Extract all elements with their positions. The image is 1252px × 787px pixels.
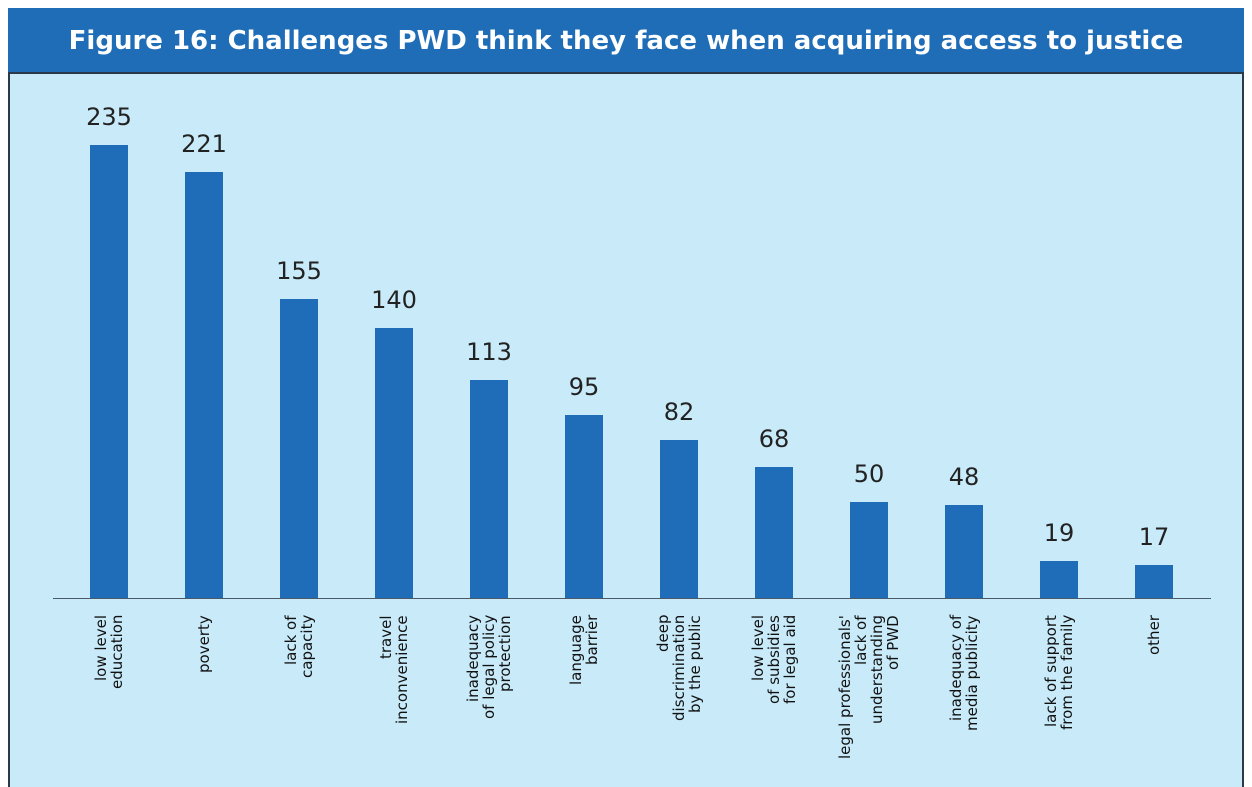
bar bbox=[945, 505, 983, 598]
x-tick-label: inadequacy of legal policy protection bbox=[464, 615, 514, 720]
bar bbox=[755, 466, 793, 598]
x-tick-label: low level education bbox=[92, 615, 126, 690]
value-label: 155 bbox=[276, 257, 322, 286]
chart-title: Figure 16: Challenges PWD think they fac… bbox=[8, 8, 1244, 74]
value-label: 235 bbox=[86, 103, 132, 131]
value-label: 221 bbox=[181, 129, 227, 158]
value-label: 68 bbox=[758, 424, 790, 453]
x-tick-label: lack of support from the family bbox=[1042, 615, 1076, 731]
x-tick-label: language barrier bbox=[567, 615, 601, 685]
x-tick-label: other bbox=[1145, 615, 1163, 655]
bar bbox=[660, 439, 698, 598]
bar bbox=[185, 171, 223, 598]
x-tick-label: inadequacy of media publicity bbox=[947, 615, 981, 731]
bar bbox=[90, 145, 128, 598]
value-label: 140 bbox=[371, 286, 417, 315]
x-tick-label: lack of capacity bbox=[282, 615, 316, 679]
baseline bbox=[53, 598, 1211, 599]
value-label: 113 bbox=[466, 338, 512, 367]
bar bbox=[1135, 565, 1173, 598]
value-label: 19 bbox=[1043, 519, 1075, 548]
bar bbox=[1040, 561, 1078, 598]
x-tick-label: travel inconvenience bbox=[377, 615, 411, 724]
bar bbox=[850, 501, 888, 598]
value-label: 50 bbox=[853, 459, 885, 488]
x-tick-label: poverty bbox=[195, 615, 213, 673]
x-tick-label: legal professionals' lack of understandi… bbox=[836, 615, 902, 759]
value-label: 82 bbox=[663, 397, 695, 426]
bar bbox=[280, 299, 318, 598]
bar bbox=[565, 414, 603, 598]
value-label: 95 bbox=[568, 372, 600, 401]
value-label: 48 bbox=[948, 463, 980, 492]
bar bbox=[375, 328, 413, 598]
x-tick-label: low level of subsidies for legal aid bbox=[749, 615, 799, 705]
bar bbox=[470, 380, 508, 598]
value-label: 17 bbox=[1138, 523, 1170, 552]
x-tick-label: deep discrimination by the public bbox=[654, 615, 704, 722]
